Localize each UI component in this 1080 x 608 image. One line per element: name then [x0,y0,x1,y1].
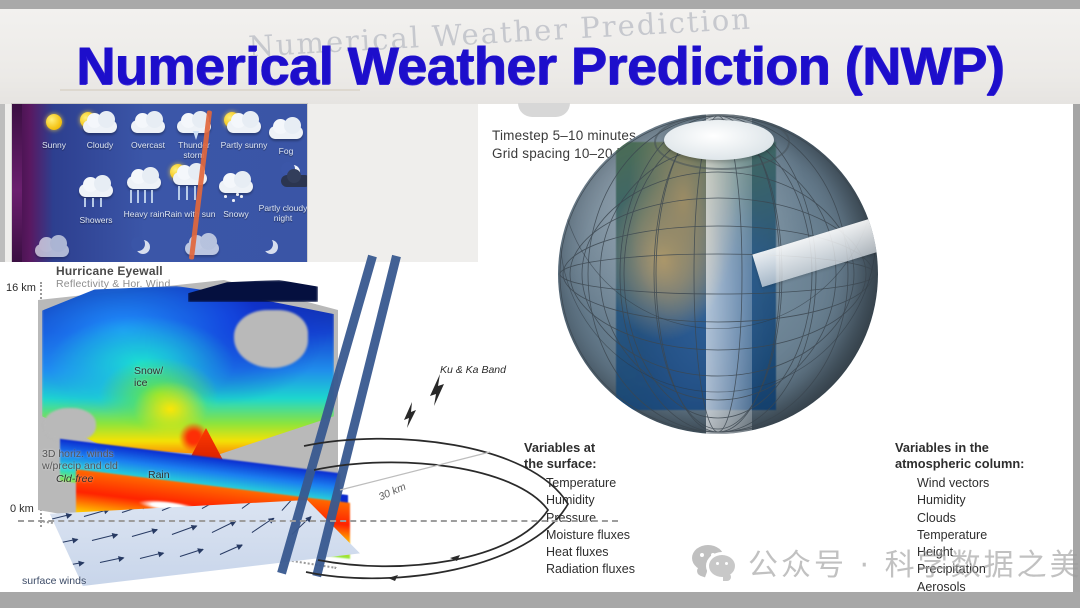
weather-item-showers: Showers [70,175,122,226]
sun-icon [28,112,80,140]
radar-reflectivity-volume [38,280,350,559]
list-item: Temperature [546,476,617,490]
wechat-watermark: 公众号 · 科学数据之美 [692,540,1080,584]
top-chrome-bar [0,0,1080,9]
weather-item-partly-sunny: Partly sunny [218,111,270,151]
rain-label: Rain [148,469,170,481]
global-model-diagram: Timestep 5–10 minutes Grid spacing 10–20… [478,103,1073,592]
weather-item-label: Partly sunny [220,140,268,150]
weather-item-snowy: Snowy [210,171,262,220]
weather-item-label: Sunny [41,140,67,150]
cloud-icon [122,111,174,140]
thunderstorm-icon [168,111,220,140]
weather-row-partial [12,233,307,262]
partly-sunny-icon [218,111,270,140]
title-area: Numerical Weather Prediction Numerical W… [0,2,1080,104]
surface-winds-label: surface winds [22,575,87,587]
list-item: Humidity [546,493,595,508]
weather-symbol-chart: Sunny Cloudy Overcast Thunder storm Part… [12,104,307,262]
weather-item-thunderstorm: Thunder storm [168,111,220,160]
card-notch [518,103,570,117]
surface-heading-line1: Variables at [524,440,596,455]
weather-item-label: Overcast [130,140,165,150]
weather-item-sunny: Sunny [28,112,80,151]
showers-icon [70,175,122,207]
weather-item-label: Snowy [223,209,249,219]
earth-globe-graphic [558,114,888,444]
snow-icon [210,171,262,202]
list-item: Clouds [917,510,956,525]
list-item: Humidity [917,493,966,508]
timestep-label: Timestep 5–10 minutes [492,128,637,143]
weather-item-label: Partly cloudy night [258,203,307,223]
wechat-icon [692,545,736,581]
radar-subtitle: Reflectivity & Hor. Wind [56,278,171,290]
list-item: Aerosols [917,579,966,594]
snow-ice-label: Snow/ ice [134,365,164,389]
weather-item-label: Rain with sun [164,209,216,219]
radar-title: Hurricane Eyewall [56,264,163,278]
rain-with-sun-icon [164,163,216,200]
column-heading-line2: atmospheric column: [895,455,1025,471]
surface-variables-heading: Variables at the surface: [524,440,635,471]
page-title: Numerical Weather Prediction (NWP) [76,37,1004,96]
grid-spacing-label: Grid spacing 10–20 km [492,146,636,161]
column-variables-block: Variables in the atmospheric column: Win… [895,440,1024,596]
list-item: Precipitation [917,562,986,577]
weather-item-cloudy: Cloudy [74,111,126,151]
weather-item-rain-with-sun: Rain with sun [164,163,216,220]
heavy-rain-icon [118,167,170,203]
snow-label-line1: Snow/ [134,365,164,377]
polar-ice-cap [664,120,774,160]
weather-item-partly-cloudy-night: Partly cloudy night [254,162,307,223]
beam-band-label: Ku & Ka Band [440,364,506,376]
axis-label-top: 16 km [6,282,36,294]
weather-item-heavy-rain: Heavy rain [118,167,170,220]
weather-item-fog: Fog [260,117,307,157]
watermark-text: 公众号 · 科学数据之美 [748,548,1080,583]
globe-sphere [558,114,878,434]
snow-label-line2: ice [134,376,148,389]
weather-item-label: Fog [278,146,294,156]
column-variables-heading: Variables in the atmospheric column: [895,440,1024,471]
surface-heading-line2: the surface: [524,455,597,471]
list-item: Temperature [917,527,988,542]
partly-cloudy-night-icon [254,162,307,192]
clear-air-hole [44,408,96,442]
list-item: Wind vectors [917,476,990,490]
wind-layer-label: 3D horiz. winds w/precip and cld [42,448,118,472]
weather-item-overcast: Overcast [122,111,174,151]
beam-pointer-icon [430,374,444,406]
horizon-dashed-line [18,520,618,522]
weather-item-label: Showers [79,215,113,225]
clear-air-hole [234,310,308,368]
weather-item-label: Thunder storm [178,140,210,160]
column-heading-line1: Variables in the [895,440,989,455]
list-item: Moisture fluxes [546,527,631,542]
surface-variables-list: Temperature Humidity Pressure Moisture f… [524,475,635,579]
wind-label-line2: w/precip and cld [42,459,118,472]
polar-cap-ring [654,114,790,170]
fog-icon [260,117,307,146]
column-variables-list: Wind vectors Humidity Clouds Temperature… [895,475,1024,596]
swath-outline [303,437,569,581]
cloud-free-label: Cld-free [56,473,94,485]
list-item: Radiation fluxes [546,562,635,577]
axis-label-bottom: 0 km [10,503,34,515]
list-item: Height [917,545,954,560]
bottom-chrome-bar [0,592,1080,608]
title-underline-artifact [60,89,360,91]
wind-label-line1: 3D horiz. winds [42,448,114,460]
panel-purple-edge [12,104,22,262]
beam-pointer-icon [404,402,416,428]
right-edge-bar [1073,9,1080,592]
sun-behind-cloud-icon [74,111,126,140]
weather-item-label: Heavy rain [123,209,165,219]
list-item: Heat fluxes [546,545,609,560]
reflectivity-dark-top [188,280,318,302]
surface-variables-block: Variables at the surface: Temperature Hu… [524,440,635,579]
weather-item-label: Cloudy [86,140,114,150]
